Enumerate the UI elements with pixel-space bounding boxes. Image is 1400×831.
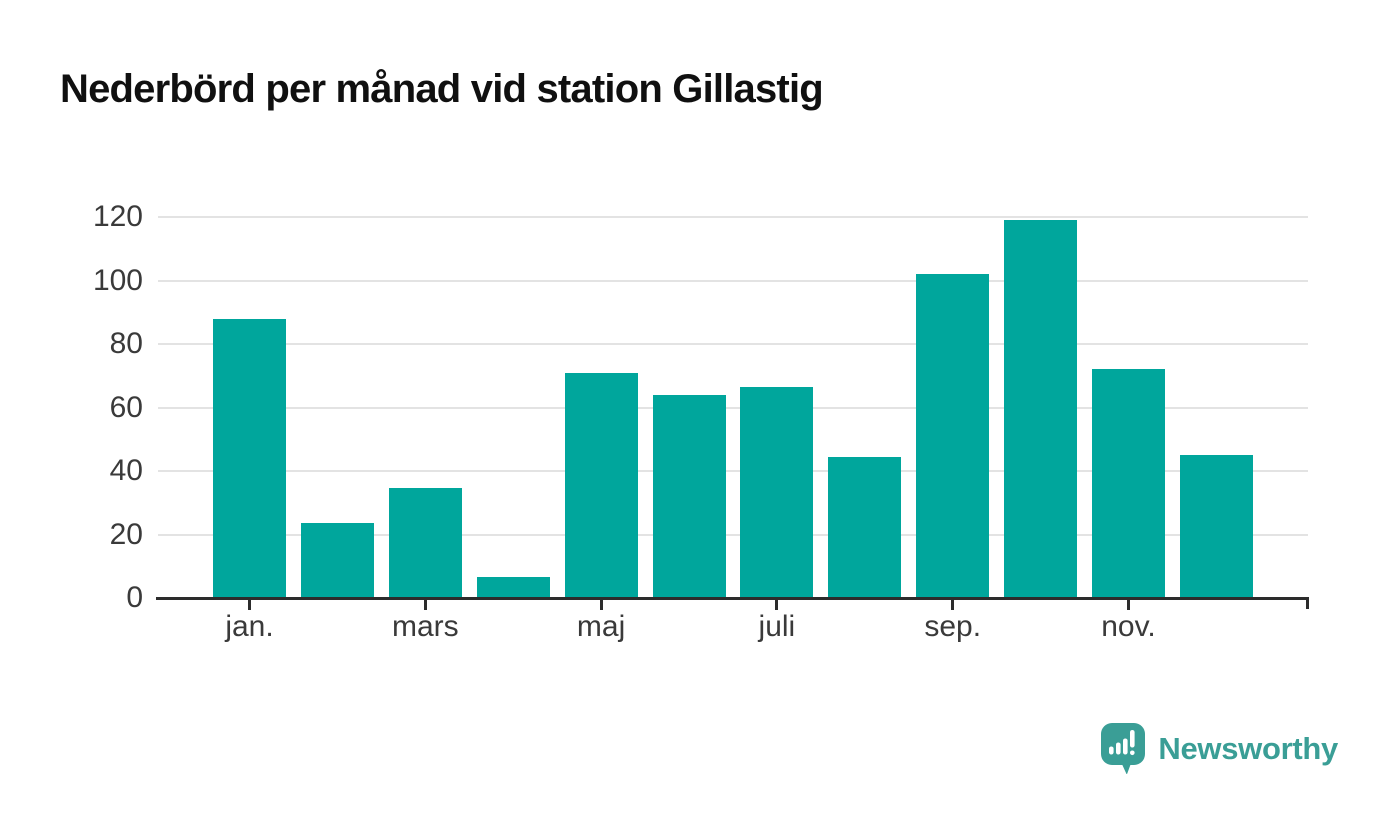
bar-sep [916, 274, 990, 598]
gridline-y-100 [158, 279, 1308, 282]
chart-title: Nederbörd per månad vid station Gillasti… [60, 67, 824, 111]
x-axis-tick-jan [248, 600, 251, 610]
y-axis-tick-label-120: 120 [92, 200, 143, 233]
y-axis-tick-label-0: 0 [126, 581, 143, 614]
bar-apr [476, 577, 550, 598]
x-axis-tick-label-nov: nov. [1101, 610, 1156, 643]
x-axis-tick-label-sep: sep. [924, 610, 982, 643]
x-axis-tick-sep [951, 600, 955, 610]
y-axis-tick-label-100: 100 [92, 263, 143, 297]
x-axis-tick-maj [599, 600, 603, 610]
bar-okt [1004, 220, 1078, 598]
bar-juni [652, 394, 726, 598]
bar-maj [564, 372, 638, 598]
brand-lockup: Newsworthy [1100, 722, 1338, 775]
x-axis-tick-juli [775, 600, 779, 610]
x-axis-tick-label-mars: mars [391, 610, 459, 643]
gridline-y-20 [158, 533, 1308, 536]
x-axis-tick-mars [423, 600, 427, 610]
y-axis-tick-label-80: 80 [109, 327, 143, 360]
x-axis-tick-label-juli: juli [758, 610, 796, 643]
x-axis-line [156, 596, 1309, 600]
bar-aug [828, 456, 902, 598]
gridline-y-60 [158, 406, 1308, 409]
bar-juli [740, 386, 814, 598]
x-axis-tick-label-jan: jan. [225, 610, 274, 643]
bar-jan [213, 318, 286, 598]
bar-feb [300, 523, 374, 598]
gridline-y-80 [158, 343, 1308, 345]
y-axis-tick-label-60: 60 [109, 390, 143, 424]
brand-name: Newsworthy [1158, 730, 1338, 766]
gridline-y-40 [158, 470, 1308, 472]
x-axis-tick-label-maj: maj [576, 610, 626, 643]
y-axis-tick-label-40: 40 [109, 454, 143, 487]
bar-dec [1179, 455, 1253, 598]
y-axis-tick-label-20: 20 [109, 517, 143, 551]
x-axis-tick-nov [1127, 600, 1130, 610]
x-axis-end-tick [1306, 600, 1309, 609]
bar-nov [1092, 369, 1165, 598]
newsworthy-logo-icon [1101, 723, 1146, 775]
bar-mars [388, 488, 462, 598]
gridline-y-120 [158, 216, 1308, 218]
